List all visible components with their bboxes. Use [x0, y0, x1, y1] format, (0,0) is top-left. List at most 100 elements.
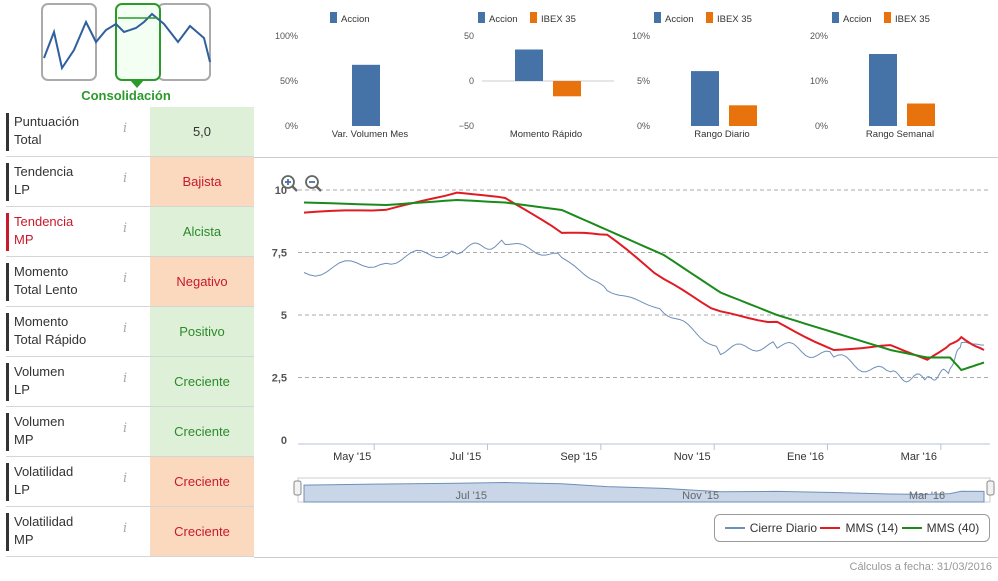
metric-label-line2: Total: [14, 132, 42, 147]
mini-chart-title: Momento Rápido: [510, 129, 582, 140]
navigator-left-handle[interactable]: [293, 480, 302, 496]
navigator-label: Nov '15: [682, 490, 719, 502]
info-icon[interactable]: i: [123, 271, 128, 286]
y-tick-label: 0%: [637, 121, 650, 131]
zoom-in-icon[interactable]: [281, 175, 298, 192]
metric-row: Momento Total Rápido i Positivo: [6, 307, 254, 357]
legend-item[interactable]: MMS (40): [901, 521, 980, 535]
y-tick-label: 10: [275, 185, 287, 197]
navigator-area: [303, 481, 985, 503]
metric-label-line2: LP: [14, 382, 30, 397]
metric-label-line1: Volumen: [14, 364, 65, 379]
info-icon[interactable]: i: [123, 321, 128, 336]
mini-chart-title: Rango Semanal: [866, 129, 934, 140]
y-tick-label: 5%: [637, 76, 650, 86]
metric-row: Tendencia LP i Bajista: [6, 157, 254, 207]
x-tick-label: Sep '15: [560, 451, 597, 463]
legend-label: IBEX 35: [895, 14, 930, 25]
info-icon[interactable]: i: [123, 171, 128, 186]
metric-row: Momento Total Lento i Negativo: [6, 257, 254, 307]
info-icon[interactable]: i: [123, 521, 128, 536]
metric-label: Puntuación Total: [6, 113, 121, 151]
top-divider: [254, 157, 998, 158]
metric-label-line1: Momento: [14, 264, 69, 279]
legend-item[interactable]: Cierre Diario: [724, 521, 818, 535]
metric-value: 5,0: [150, 107, 254, 156]
y-tick-label: 100%: [275, 31, 298, 41]
pattern-line: [43, 12, 211, 71]
metric-row: Volatilidad MP i Creciente: [6, 507, 254, 557]
bar-ibex-35: [553, 81, 581, 97]
mini-chart-1: Accion 100% 50% 0% Var. Volumen Mes: [275, 12, 408, 140]
x-tick-label: Mar '16: [901, 451, 937, 463]
info-icon[interactable]: i: [123, 471, 128, 486]
metric-value: Positivo: [150, 307, 254, 356]
x-tick-label: May '15: [333, 451, 371, 463]
mini-chart-2: Accion IBEX 35 50 0 −50 Momento Rápido: [459, 12, 614, 140]
legend-label: Accion: [843, 14, 872, 25]
x-tick-label: Ene '16: [787, 451, 824, 463]
legend-label: MMS (40): [926, 521, 980, 535]
bar-accion: [352, 64, 380, 126]
series-line-2: [303, 191, 985, 361]
zoom-out-icon[interactable]: [305, 175, 322, 192]
metric-label: Momento Total Lento: [6, 263, 121, 301]
legend-line: [901, 527, 922, 529]
legend-label: Accion: [665, 14, 694, 25]
metric-value: Creciente: [150, 507, 254, 556]
legend-item[interactable]: MMS (14): [820, 521, 898, 535]
metric-label-line1: Volatilidad: [14, 464, 74, 479]
x-tick-label: Jul '15: [450, 451, 481, 463]
metric-label-line1: Volatilidad: [14, 514, 74, 529]
metric-label-line2: LP: [14, 482, 30, 497]
legend-label: Cierre Diario: [749, 521, 818, 535]
y-tick-label: −50: [459, 121, 474, 131]
navigator-label: Mar '16: [909, 490, 945, 502]
metric-row: Puntuación Total i 5,0: [6, 107, 254, 157]
navigator-label: Jul '15: [456, 490, 487, 502]
legend-line: [820, 527, 841, 529]
legend-swatch: [478, 12, 485, 23]
y-tick-label: 0%: [815, 121, 828, 131]
metric-label-line2: MP: [14, 432, 34, 447]
bar-accion: [869, 54, 897, 126]
metric-row: Tendencia MP i Alcista: [6, 207, 254, 257]
metric-label-line1: Momento: [14, 314, 69, 329]
y-tick-label: 0: [469, 76, 474, 86]
y-tick-label: 50%: [280, 76, 298, 86]
legend-swatch: [330, 12, 337, 23]
metric-label-line1: Volumen: [14, 414, 65, 429]
bar-ibex-35: [907, 103, 935, 126]
y-tick-label: 5: [281, 310, 287, 322]
pattern-label: Consolidación: [81, 88, 171, 103]
pattern-pointer: [130, 80, 144, 88]
metric-label: Volumen LP: [6, 363, 121, 401]
mini-chart-title: Rango Diario: [694, 129, 749, 140]
pattern-frame-3: [157, 3, 211, 81]
pattern-thumbnail: [41, 3, 211, 88]
legend-label: Accion: [489, 14, 518, 25]
metric-label-line1: Tendencia: [14, 214, 74, 229]
series-line-1: [303, 239, 985, 383]
bar-accion: [691, 71, 719, 126]
legend-line: [724, 527, 745, 529]
bar-ibex-35: [729, 105, 757, 126]
navigator-right-handle[interactable]: [986, 480, 995, 496]
metric-value: Negativo: [150, 257, 254, 306]
legend-label: IBEX 35: [717, 14, 752, 25]
info-icon[interactable]: i: [123, 421, 128, 436]
legend-label: Accion: [341, 14, 370, 25]
metric-label: Volumen MP: [6, 413, 121, 451]
metric-label: Volatilidad MP: [6, 513, 121, 551]
info-icon[interactable]: i: [123, 221, 128, 236]
legend-label: MMS (14): [845, 521, 899, 535]
metric-row: Volumen MP i Creciente: [6, 407, 254, 457]
legend-swatch: [884, 12, 891, 23]
metric-label: Tendencia LP: [6, 163, 121, 201]
metric-label-line1: Tendencia: [14, 164, 74, 179]
metric-label-line2: Total Rápido: [14, 332, 87, 347]
info-icon[interactable]: i: [123, 121, 128, 136]
info-icon[interactable]: i: [123, 371, 128, 386]
zoom-out-handle: [315, 185, 322, 192]
zoom-in-handle: [291, 185, 298, 192]
